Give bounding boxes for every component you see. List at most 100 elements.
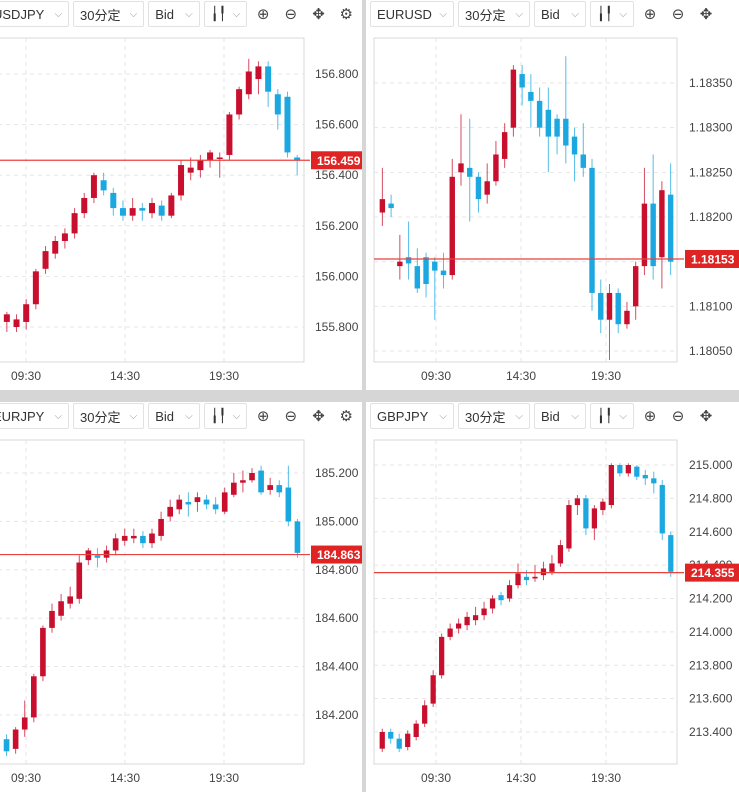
zoom-out-button[interactable]: ⊖ (279, 1, 303, 27)
chart-toolbar: EURUSD ⌵ 30分定 ⌵ Bid ⌵ ╽╿ ⌵ ⊕ ⊖ ✥ (370, 0, 739, 28)
zoom-in-button[interactable]: ⊕ (638, 1, 662, 27)
candle-body (294, 157, 301, 161)
x-tick-label: 14:30 (506, 369, 536, 383)
price-type-select[interactable]: Bid ⌵ (534, 1, 586, 27)
move-icon: ✥ (312, 408, 325, 425)
chart-type-select[interactable]: ╽╿ ⌵ (203, 1, 248, 27)
candle-body (528, 91, 534, 101)
chart-type-select[interactable]: ╽╿ ⌵ (590, 1, 634, 27)
chevron-down-icon: ⌵ (571, 8, 579, 20)
candle-body (598, 292, 604, 320)
candle-body (61, 233, 68, 241)
zoom-out-button[interactable]: ⊖ (279, 403, 303, 429)
chart-toolbar: EURJPY ⌵ 30分定 ⌵ Bid ⌵ ╽╿ ⌵ ⊕ ⊖ ✥ ⚙ (0, 402, 362, 430)
symbol-select[interactable]: USDJPY ⌵ (0, 1, 70, 27)
candle-body (475, 176, 482, 200)
current-price-label: 1.18153 (691, 252, 735, 266)
zoom-out-icon: ⊖ (284, 408, 298, 425)
y-tick-label: 213.600 (689, 692, 733, 706)
chart-toolbar: GBPJPY ⌵ 30分定 ⌵ Bid ⌵ ╽╿ ⌵ ⊕ ⊖ ✥ (370, 402, 739, 430)
candle-body (52, 240, 59, 254)
move-button[interactable]: ✥ (306, 1, 331, 27)
candle-body (71, 213, 78, 234)
current-price-badge (311, 151, 362, 170)
move-button[interactable]: ✥ (306, 403, 331, 429)
chart-toolbar: USDJPY ⌵ 30分定 ⌵ Bid ⌵ ╽╿ ⌵ ⊕ ⊖ ✥ ⚙ (0, 0, 362, 28)
zoom-in-button[interactable]: ⊕ (251, 1, 275, 27)
y-tick-label: 156.600 (315, 118, 359, 132)
symbol-select[interactable]: GBPJPY ⌵ (370, 403, 454, 429)
timeframe-select[interactable]: 30分定 ⌵ (458, 1, 530, 27)
zoom-out-icon: ⊖ (284, 6, 298, 23)
move-icon: ✥ (699, 408, 713, 425)
candle-body (498, 595, 504, 601)
candle-body (659, 485, 665, 534)
candle-body (447, 628, 453, 637)
candle-body (600, 501, 606, 511)
candle-body (121, 535, 128, 541)
settings-button[interactable]: ⚙ (334, 1, 359, 27)
candle-body (506, 585, 513, 599)
y-tick-label: 156.400 (315, 168, 359, 182)
plot-area (373, 37, 678, 363)
zoom-out-button[interactable]: ⊖ (666, 403, 690, 429)
candle-body (31, 676, 37, 718)
y-tick-label: 184.800 (315, 563, 359, 577)
y-tick-label: 1.18200 (689, 210, 733, 224)
candlestick-chart[interactable]: 215.000214.800214.600214.400214.200214.0… (366, 402, 739, 792)
candle-body (489, 598, 496, 609)
candle-body (294, 521, 301, 553)
move-button[interactable]: ✥ (694, 403, 718, 429)
candle-body (216, 157, 223, 159)
x-tick-label: 09:30 (11, 369, 41, 383)
candle-body (285, 487, 292, 522)
x-tick-label: 14:30 (110, 771, 140, 785)
candlestick-chart[interactable]: 1.183501.183001.182501.182001.181501.181… (366, 0, 739, 390)
candlestick-chart[interactable]: 185.200 185.000 184.800 184.600 184.400 184.2… (0, 402, 362, 792)
timeframe-select[interactable]: 30分定 ⌵ (73, 403, 145, 429)
plot-area (0, 37, 305, 363)
candle-body (112, 538, 119, 551)
move-icon: ✥ (312, 6, 325, 23)
price-type-select[interactable]: Bid ⌵ (148, 1, 200, 27)
zoom-out-button[interactable]: ⊖ (666, 1, 690, 27)
candle-body (12, 729, 19, 749)
candle-body (284, 96, 291, 153)
plot-area (373, 439, 678, 765)
price-type-select[interactable]: Bid ⌵ (148, 403, 200, 429)
chevron-down-icon: ⌵ (232, 410, 241, 422)
candle-body (501, 132, 508, 159)
x-tick-label: 19:30 (591, 771, 621, 785)
candle-body (557, 545, 564, 564)
chevron-down-icon: ⌵ (619, 410, 627, 422)
current-price-badge (311, 545, 362, 564)
move-button[interactable]: ✥ (694, 1, 718, 27)
candle-body (76, 562, 83, 599)
candle-body (432, 261, 438, 271)
candle-body (641, 203, 648, 267)
symbol-select[interactable]: EURJPY ⌵ (0, 403, 70, 429)
candle-body (158, 205, 165, 216)
timeframe-select[interactable]: 30分定 ⌵ (458, 403, 530, 429)
price-type-select[interactable]: Bid ⌵ (534, 403, 586, 429)
zoom-in-button[interactable]: ⊕ (638, 403, 662, 429)
x-tick-label: 19:30 (591, 369, 621, 383)
horizontal-splitter[interactable] (0, 390, 739, 402)
y-tick-label: 1.18250 (689, 165, 733, 179)
symbol-select[interactable]: EURUSD ⌵ (370, 1, 454, 27)
candlestick-chart[interactable]: 156.800 156.600 156.400 156.200 156.000 155.8… (0, 0, 362, 390)
zoom-in-button[interactable]: ⊕ (251, 403, 275, 429)
candle-body (379, 199, 386, 213)
candle-body (100, 180, 107, 191)
chevron-down-icon: ⌵ (571, 410, 579, 422)
chart-type-select[interactable]: ╽╿ ⌵ (203, 403, 248, 429)
candle-body (574, 498, 581, 506)
plot-area (0, 439, 305, 765)
candle-body (168, 195, 175, 216)
settings-button[interactable]: ⚙ (334, 403, 359, 429)
candle-body (554, 118, 560, 137)
candle-body (21, 717, 28, 730)
chart-type-select[interactable]: ╽╿ ⌵ (590, 403, 634, 429)
timeframe-select[interactable]: 30分定 ⌵ (73, 1, 145, 27)
timeframe-label: 30分定 (465, 7, 506, 23)
